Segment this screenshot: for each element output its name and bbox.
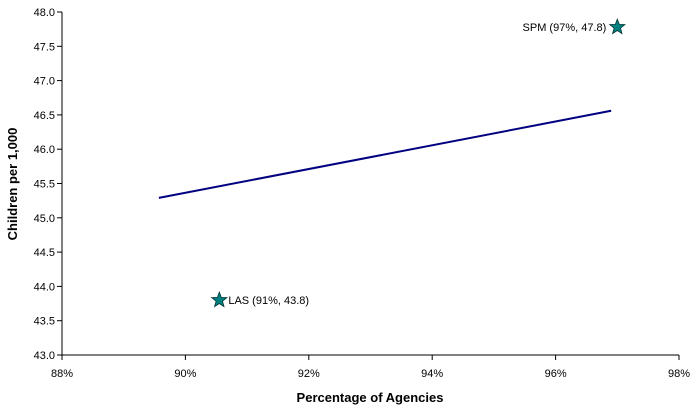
x-tick-label: 92%	[298, 368, 320, 380]
y-tick-label: 47.5	[34, 41, 55, 53]
y-tick-label: 44.0	[34, 281, 55, 293]
x-axis-label: Percentage of Agencies	[297, 390, 444, 405]
y-tick-label: 48.0	[34, 7, 55, 19]
y-tick-label: 47.0	[34, 76, 55, 88]
y-axis-label: Children per 1,000	[5, 128, 20, 241]
x-tick-label: 88%	[51, 368, 73, 380]
x-tick-label: 96%	[545, 368, 567, 380]
x-tick-label: 98%	[668, 368, 690, 380]
star-marker	[608, 17, 626, 35]
y-tick-label: 44.5	[34, 247, 55, 259]
y-tick-label: 43.0	[34, 350, 55, 362]
x-tick-label: 94%	[421, 368, 443, 380]
y-tick-label: 45.0	[34, 213, 55, 225]
y-tick-label: 43.5	[34, 316, 55, 328]
star-marker	[210, 290, 228, 308]
y-tick-label: 46.0	[34, 144, 55, 156]
x-tick-label: 90%	[174, 368, 196, 380]
axes: 43.0 43.5 44.0 44.5 45.0 45.5 46.0 46.5 47.0 47.5…	[34, 7, 691, 380]
y-tick-label: 45.5	[34, 179, 55, 191]
y-tick-label: 46.5	[34, 110, 55, 122]
point-label: LAS (91%, 43.8)	[228, 295, 309, 307]
marks: LAS (91%, 43.8) SPM (97%, 47.8)	[158, 17, 626, 308]
trend-line	[158, 109, 612, 199]
point-label: SPM (97%, 47.8)	[523, 22, 607, 34]
